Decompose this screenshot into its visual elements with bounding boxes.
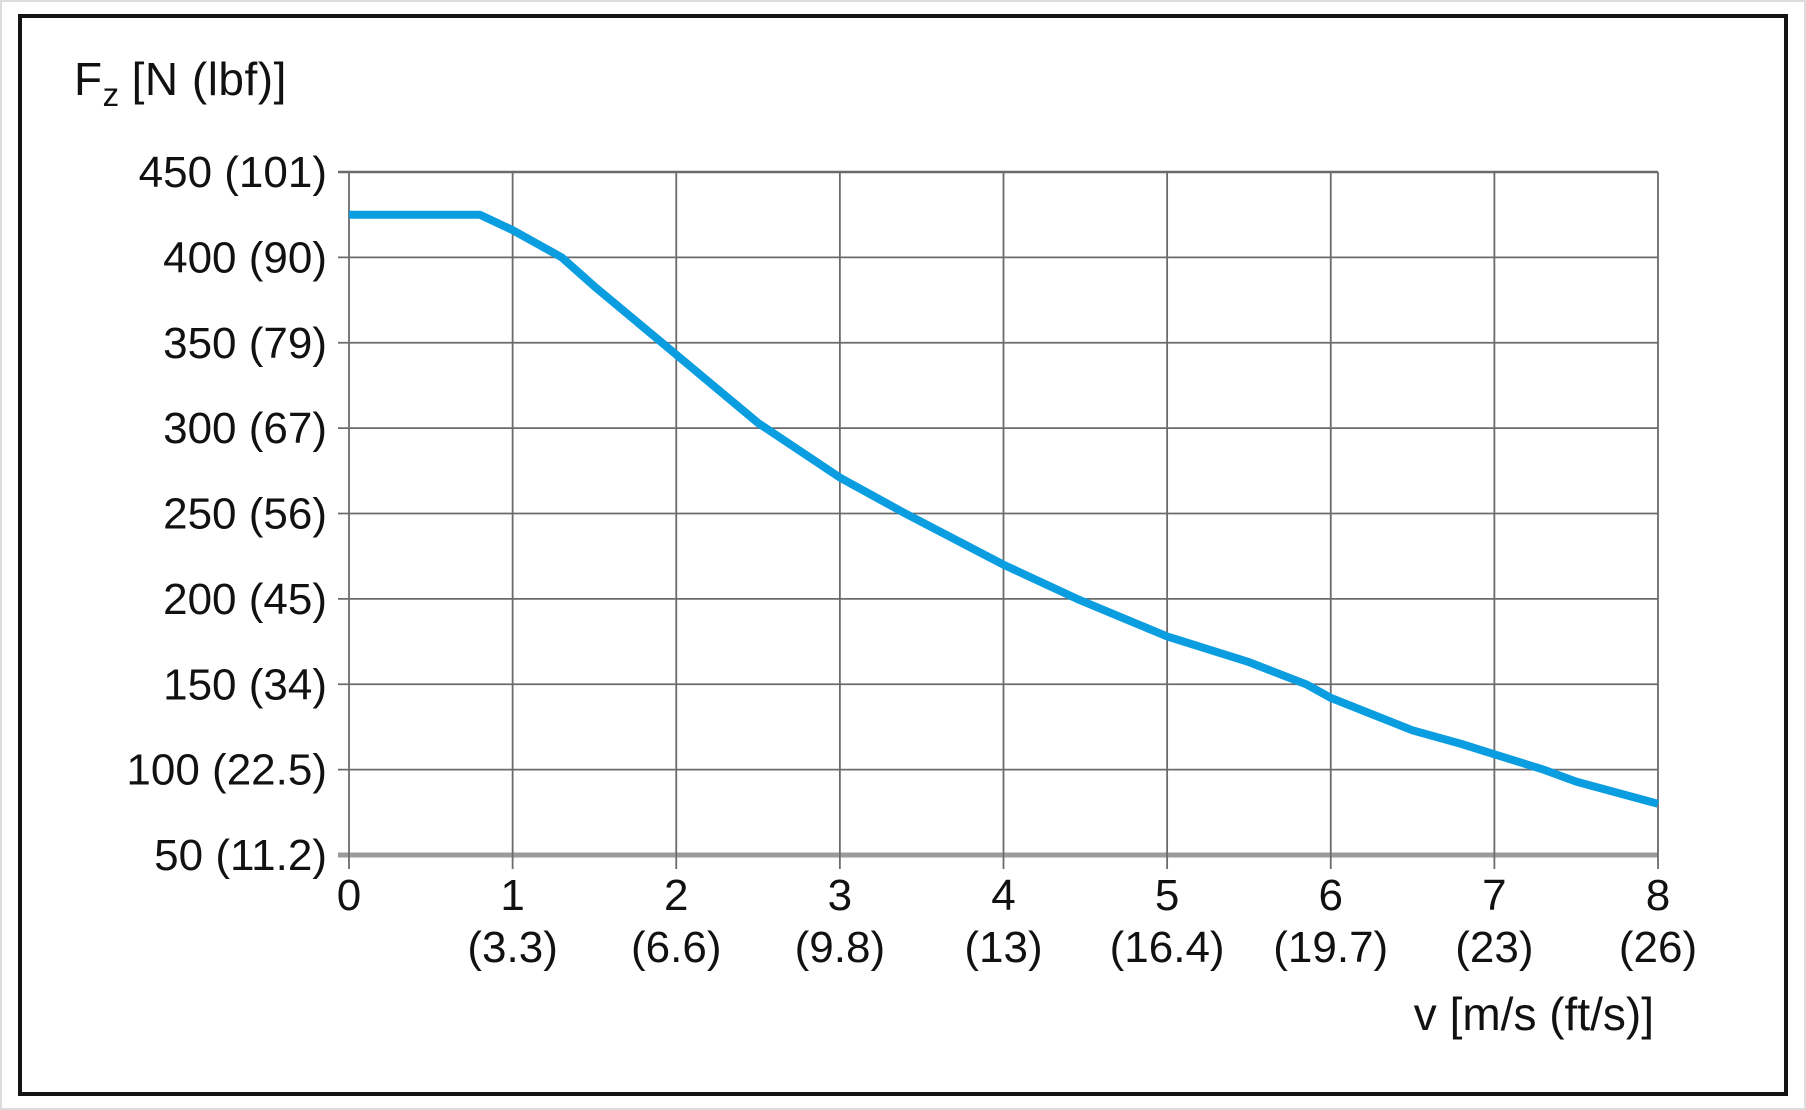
- y-axis-units: [N (lbf)]: [131, 53, 287, 105]
- y-tick-label: 250 (56): [163, 490, 327, 539]
- y-tick-label: 150 (34): [163, 660, 327, 709]
- x-tick-sublabel: (6.6): [631, 923, 721, 972]
- y-axis-subscript: z: [102, 76, 120, 113]
- force-curve: [349, 210, 1660, 808]
- x-tick-label: 4: [991, 871, 1015, 920]
- x-tick-label: 0: [337, 871, 361, 920]
- y-tick-label: 100 (22.5): [126, 746, 327, 795]
- y-tick-label: 50 (11.2): [154, 831, 327, 880]
- figure-border: [18, 14, 1788, 1096]
- y-tick-label: 300 (67): [163, 404, 327, 453]
- y-tick-label: 450 (101): [139, 148, 327, 197]
- x-tick-sublabel: (23): [1455, 923, 1533, 972]
- y-axis-title: Fz [N (lbf)]: [74, 52, 287, 111]
- x-tick-label: 6: [1319, 871, 1343, 920]
- y-tick-label: 350 (79): [163, 319, 327, 368]
- x-tick-label: 1: [500, 871, 524, 920]
- x-tick-sublabel: (9.8): [795, 923, 885, 972]
- x-tick-label: 8: [1646, 871, 1670, 920]
- x-tick-label: 7: [1482, 871, 1506, 920]
- x-tick-label: 5: [1155, 871, 1179, 920]
- y-tick-label: 200 (45): [163, 575, 327, 624]
- x-tick-label: 2: [664, 871, 688, 920]
- x-tick-label: 3: [828, 871, 852, 920]
- x-tick-sublabel: (13): [964, 923, 1042, 972]
- x-tick-sublabel: (19.7): [1273, 923, 1388, 972]
- y-axis-symbol: F: [74, 53, 103, 105]
- x-tick-sublabel: (26): [1619, 923, 1697, 972]
- x-axis-title: v [m/s (ft/s)]: [1413, 988, 1654, 1040]
- x-tick-sublabel: (16.4): [1110, 923, 1225, 972]
- y-tick-label: 400 (90): [163, 233, 327, 282]
- x-tick-sublabel: (3.3): [467, 923, 557, 972]
